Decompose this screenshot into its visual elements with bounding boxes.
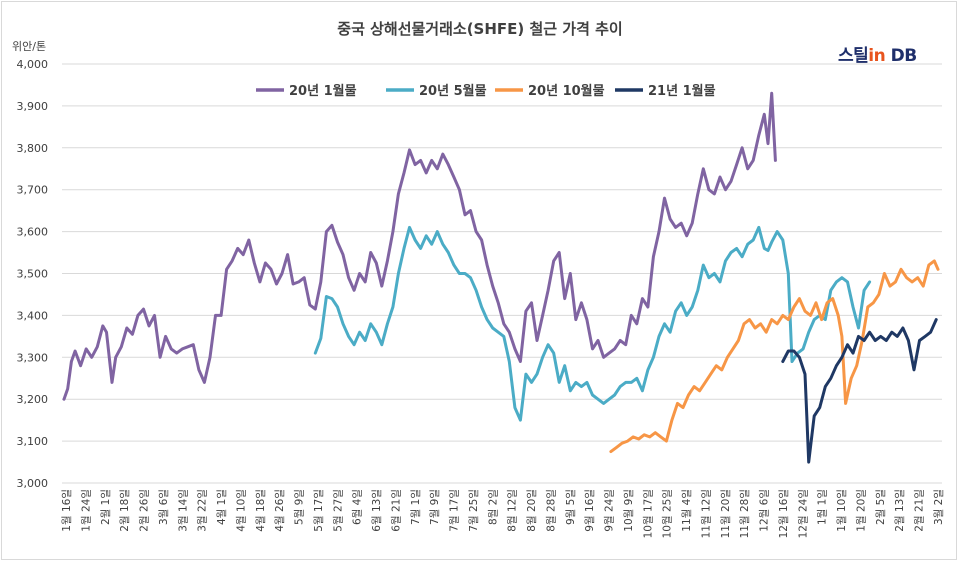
x-tick-label: 2월 26일 bbox=[138, 489, 151, 532]
x-tick-label: 3월 6일 bbox=[157, 489, 170, 525]
series-line bbox=[313, 225, 872, 422]
x-tick-label: 7월 17일 bbox=[448, 489, 461, 532]
series-line bbox=[781, 318, 938, 464]
x-tick-label: 5월 9일 bbox=[293, 489, 306, 525]
x-tick-label: 10월 9일 bbox=[622, 489, 635, 532]
x-tick-label: 3월 14일 bbox=[176, 489, 189, 532]
x-tick-label: 7월 1일 bbox=[409, 489, 422, 525]
x-tick-label: 2월 13일 bbox=[893, 489, 906, 532]
legend-label: 21년 1월물 bbox=[648, 83, 716, 99]
y-tick-label: 3,700 bbox=[17, 184, 49, 197]
x-tick-label: 8월 2일 bbox=[486, 489, 499, 525]
x-tick-label: 5월 17일 bbox=[312, 489, 325, 532]
x-tick-label: 7월 25일 bbox=[467, 489, 480, 532]
y-axis-unit: 위안/톤 bbox=[12, 40, 47, 53]
x-tick-label: 9월 24일 bbox=[603, 489, 616, 532]
x-tick-label: 4월 1일 bbox=[215, 489, 228, 525]
x-tick-label: 11월 12일 bbox=[699, 489, 712, 538]
x-tick-label: 7월 9일 bbox=[428, 489, 441, 525]
x-tick-label: 8월 12일 bbox=[506, 489, 519, 532]
x-tick-label: 1월 20일 bbox=[854, 489, 867, 532]
x-tick-label: 11월 4일 bbox=[680, 489, 693, 532]
x-tick-label: 12월 6일 bbox=[758, 489, 771, 532]
x-tick-label: 6월 4일 bbox=[351, 489, 364, 525]
y-tick-label: 3,400 bbox=[17, 309, 49, 322]
legend-label: 20년 10월물 bbox=[528, 83, 605, 99]
x-tick-label: 6월 21일 bbox=[389, 489, 402, 532]
x-tick-label: 12월 24일 bbox=[796, 489, 809, 538]
x-tick-label: 8월 20일 bbox=[525, 489, 538, 532]
x-tick-label: 1월 24일 bbox=[79, 489, 92, 532]
x-tick-label: 4월 26일 bbox=[273, 489, 286, 532]
x-tick-label: 6월 13일 bbox=[370, 489, 383, 532]
brand-logo: 스틸in DB bbox=[838, 46, 917, 66]
x-tick-label: 2월 5일 bbox=[874, 489, 887, 525]
x-tick-label: 9월 16일 bbox=[583, 489, 596, 532]
legend-label: 20년 1월물 bbox=[289, 83, 357, 99]
x-tick-label: 1월 16일 bbox=[60, 489, 73, 532]
series-line bbox=[609, 259, 940, 454]
x-tick-label: 9월 5일 bbox=[564, 489, 577, 525]
x-tick-label: 11월 28일 bbox=[738, 489, 751, 538]
y-tick-label: 3,200 bbox=[17, 393, 49, 406]
y-tick-label: 4,000 bbox=[17, 58, 49, 71]
y-tick-label: 3,000 bbox=[17, 477, 49, 490]
chart-title: 중국 상해선물거래소(SHFE) 철근 가격 추이 bbox=[337, 20, 623, 38]
y-tick-label: 3,100 bbox=[17, 435, 49, 448]
y-tick-label: 3,800 bbox=[17, 142, 49, 155]
x-tick-label: 2월 18일 bbox=[118, 489, 131, 532]
x-tick-label: 2월 1일 bbox=[99, 489, 112, 525]
x-tick-label: 4월 18일 bbox=[254, 489, 267, 532]
x-tick-label: 10월 25일 bbox=[661, 489, 674, 538]
x-tick-label: 1월 1일 bbox=[816, 489, 829, 525]
y-tick-label: 3,500 bbox=[17, 268, 49, 281]
y-tick-label: 3,300 bbox=[17, 351, 49, 364]
x-tick-label: 4월 10일 bbox=[234, 489, 247, 532]
x-tick-label: 3월 22일 bbox=[196, 489, 209, 532]
legend-label: 20년 5월물 bbox=[419, 83, 487, 99]
x-tick-label: 12월 16일 bbox=[777, 489, 790, 538]
x-tick-label: 11월 20일 bbox=[719, 489, 732, 538]
y-tick-label: 3,900 bbox=[17, 100, 49, 113]
x-tick-label: 10월 17일 bbox=[641, 489, 654, 538]
y-tick-label: 3,600 bbox=[17, 226, 49, 239]
x-tick-label: 1월 10일 bbox=[835, 489, 848, 532]
x-tick-label: 8월 28일 bbox=[544, 489, 557, 532]
x-tick-label: 5월 27일 bbox=[331, 489, 344, 532]
series-line bbox=[62, 91, 777, 401]
x-tick-label: 2월 21일 bbox=[913, 489, 926, 532]
x-tick-label: 3월 2일 bbox=[932, 489, 945, 525]
